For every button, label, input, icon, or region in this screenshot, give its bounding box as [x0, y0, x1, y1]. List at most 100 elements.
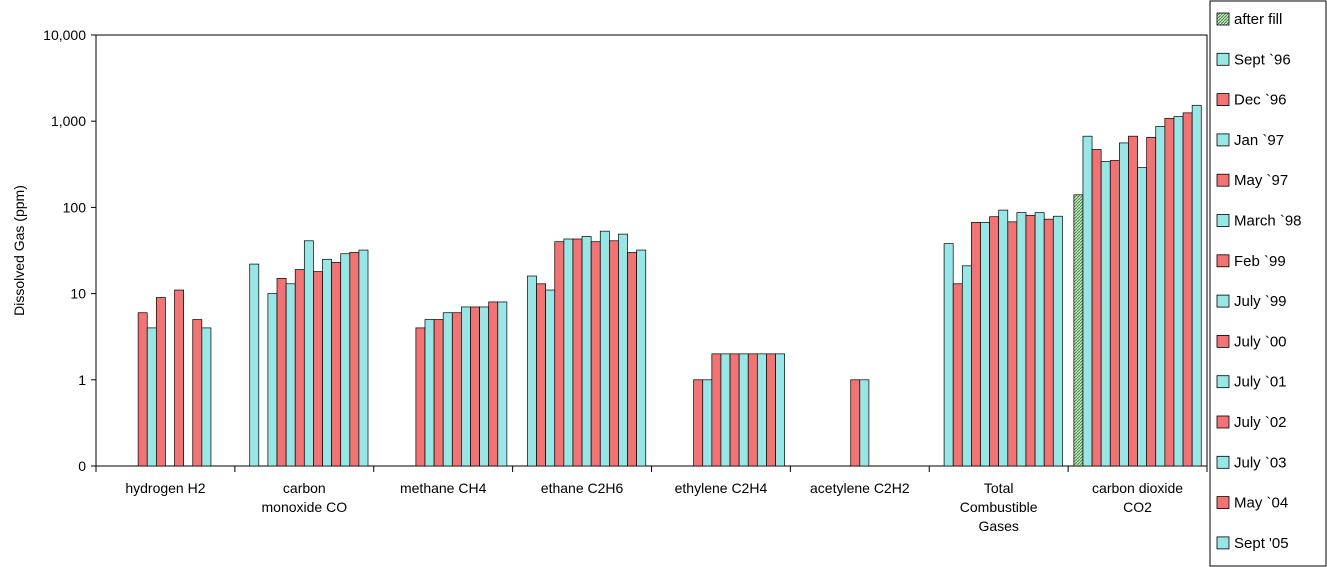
legend-label: after fill [1234, 11, 1282, 28]
legend-label: Sept `96 [1234, 51, 1291, 68]
bar [1016, 212, 1027, 467]
bar [340, 253, 351, 467]
bar [1073, 194, 1084, 467]
bar [1100, 161, 1111, 467]
bar [294, 269, 305, 467]
bar [1182, 112, 1193, 467]
bar [1119, 142, 1129, 467]
legend-label: Dec `96 [1234, 92, 1287, 109]
bar [943, 243, 954, 467]
y-tick-label: 1 [78, 372, 86, 388]
bar [590, 241, 601, 467]
bar [1025, 214, 1036, 467]
bar [1146, 136, 1157, 467]
bar [331, 262, 342, 467]
bar [1155, 126, 1166, 467]
bar [1137, 167, 1148, 467]
bar [192, 319, 203, 467]
y-tick-label: 0 [78, 458, 86, 474]
y-axis-label: Dissolved Gas (ppm) [11, 185, 27, 316]
bar [572, 238, 583, 467]
bar [961, 265, 972, 467]
bar [267, 293, 278, 467]
bar [470, 306, 480, 467]
bar [563, 238, 574, 467]
bar [1082, 135, 1093, 467]
bar [747, 353, 758, 467]
bar [415, 327, 426, 467]
x-tick-label: Total [984, 480, 1014, 496]
bar [729, 353, 740, 467]
legend-box [1209, 0, 1327, 567]
bar [1007, 221, 1018, 467]
bar [424, 319, 435, 467]
bar [627, 252, 638, 467]
x-tick-label: carbon dioxide [1092, 480, 1183, 496]
legend-swatch [1216, 52, 1230, 66]
bar [989, 216, 1000, 467]
bar [201, 327, 212, 467]
bar [174, 289, 184, 467]
bar [322, 258, 332, 467]
bar [998, 209, 1009, 467]
bar [1164, 117, 1175, 467]
bar [349, 252, 360, 467]
legend-label: July `02 [1234, 414, 1287, 431]
x-tick-label: Combustible [960, 499, 1038, 515]
bar [850, 379, 861, 467]
legend-label: Sept '05 [1234, 535, 1289, 552]
bar [702, 379, 713, 467]
bar [1173, 116, 1184, 467]
bar [155, 297, 166, 467]
legend-swatch [1216, 254, 1230, 268]
bar [137, 312, 148, 467]
bar [581, 236, 592, 467]
legend-swatch [1216, 536, 1230, 550]
y-tick-label: 10 [70, 286, 86, 302]
bar [599, 230, 610, 467]
bar [636, 249, 647, 467]
legend-label: Feb `99 [1234, 253, 1286, 270]
bar [497, 301, 508, 467]
bar [618, 233, 628, 467]
bar [461, 306, 471, 467]
legend-label: March `98 [1234, 213, 1302, 230]
legend-swatch [1216, 455, 1230, 469]
bar [859, 379, 870, 467]
bar [536, 283, 547, 467]
legend-swatch [1216, 496, 1230, 510]
x-tick-label: hydrogen H2 [125, 480, 205, 496]
bar [451, 312, 462, 467]
plot-area: 0 1 10 100 1,000 10,000 Dissolved Gas (ppm) hyd… [11, 27, 1208, 534]
y-tick-label: 100 [63, 199, 87, 215]
legend-label: May `04 [1234, 495, 1288, 512]
bar [766, 353, 776, 467]
y-tick-label: 10,000 [43, 27, 86, 43]
bar [609, 240, 619, 467]
bar [1128, 135, 1138, 467]
x-tick-label: monoxide CO [262, 499, 348, 515]
legend-swatch [1216, 375, 1230, 389]
bar [980, 222, 990, 467]
bar [303, 240, 314, 467]
bar [442, 312, 453, 467]
bar [1091, 149, 1102, 467]
y-tick-label: 1,000 [51, 113, 86, 129]
bar [952, 283, 963, 467]
x-tick-label: Gases [978, 518, 1018, 534]
bar [433, 319, 444, 467]
legend-label: July `99 [1234, 293, 1287, 310]
x-tick-label: CO2 [1123, 499, 1152, 515]
bar [249, 263, 260, 467]
legend-swatch [1216, 214, 1230, 227]
bar [1109, 160, 1120, 467]
bar [488, 301, 499, 467]
legend-swatch [1216, 133, 1230, 147]
bar [775, 353, 785, 467]
legend-swatch [1216, 12, 1230, 26]
bar [720, 353, 731, 467]
bar [1034, 212, 1045, 467]
legend-label: Jan `97 [1234, 132, 1284, 149]
bar [146, 327, 157, 467]
